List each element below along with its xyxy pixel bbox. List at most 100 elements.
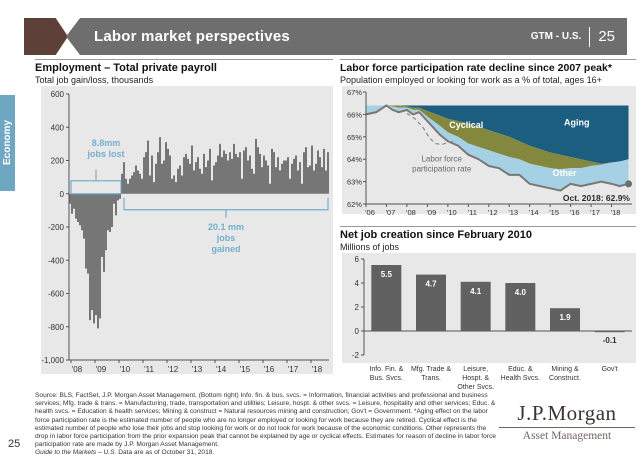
sidebar-tab-label: Economy xyxy=(2,120,13,166)
svg-text:'14: '14 xyxy=(529,208,539,217)
svg-text:'17: '17 xyxy=(288,365,299,374)
panel-netjobs: Net job creation since February 2010 Mil… xyxy=(340,226,636,407)
header-bar: Labor market perspectives GTM - U.S. 25 xyxy=(66,18,627,55)
svg-text:400: 400 xyxy=(51,123,65,132)
svg-text:'13: '13 xyxy=(192,365,203,374)
svg-text:'16: '16 xyxy=(264,365,275,374)
chart-title-netjobs: Net job creation since February 2010 xyxy=(340,229,532,241)
svg-text:-2: -2 xyxy=(352,351,360,360)
sidebar-tab-economy[interactable]: Economy xyxy=(0,95,15,191)
svg-text:'15: '15 xyxy=(240,365,251,374)
svg-text:Cyclical: Cyclical xyxy=(449,120,483,130)
svg-text:-1,000: -1,000 xyxy=(41,356,64,365)
page-title: Labor market perspectives xyxy=(94,28,290,45)
jpmorgan-wordmark: J.P.Morgan xyxy=(517,401,617,425)
svg-text:'08: '08 xyxy=(406,208,416,217)
svg-text:participation rate: participation rate xyxy=(412,165,472,174)
svg-text:gained: gained xyxy=(211,244,240,254)
svg-text:Leisure,: Leisure, xyxy=(463,366,488,373)
svg-text:4: 4 xyxy=(355,279,360,288)
panel-employment: Employment – Total private payroll Total… xyxy=(35,59,333,388)
svg-text:200: 200 xyxy=(51,157,65,166)
chart-title-employment: Employment – Total private payroll xyxy=(35,62,217,74)
svg-text:4.7: 4.7 xyxy=(425,280,437,289)
panel-divider xyxy=(35,59,333,60)
svg-text:6: 6 xyxy=(355,255,360,264)
svg-text:-400: -400 xyxy=(48,256,65,265)
panel-participation: Labor force participation rate decline s… xyxy=(340,59,636,222)
svg-text:'07: '07 xyxy=(386,208,396,217)
svg-text:5.5: 5.5 xyxy=(381,270,393,279)
svg-text:'10: '10 xyxy=(447,208,457,217)
payroll-bar-chart: 600 400 200 0 -200 -400 -600 -800 -1,000 '08 '09 '1… xyxy=(41,86,333,374)
svg-text:'11: '11 xyxy=(468,208,477,217)
svg-text:'15: '15 xyxy=(549,208,559,217)
svg-text:Construct.: Construct. xyxy=(549,375,581,382)
svg-text:'09: '09 xyxy=(96,365,107,374)
svg-text:600: 600 xyxy=(51,90,65,99)
svg-text:66%: 66% xyxy=(347,110,362,119)
svg-text:1.9: 1.9 xyxy=(559,313,571,322)
svg-text:Other Svcs.: Other Svcs. xyxy=(457,384,494,391)
svg-text:Bus. Svcs.: Bus. Svcs. xyxy=(370,375,403,382)
panel-divider xyxy=(340,226,636,227)
svg-text:4.1: 4.1 xyxy=(470,287,482,296)
svg-text:Mfg. Trade &: Mfg. Trade & xyxy=(411,366,451,373)
svg-text:'13: '13 xyxy=(508,208,518,217)
as-of-date: Data are as of October 31, 2018. xyxy=(116,449,215,457)
svg-text:20.1 mm: 20.1 mm xyxy=(208,222,244,232)
participation-area-chart: 67% 66% 65% 64% 63% 62%'06 '07 '08 '09 '10 '11 '12 '… xyxy=(342,86,636,217)
svg-text:Labor force: Labor force xyxy=(421,154,462,163)
chart-subtitle-netjobs: Millions of jobs xyxy=(340,242,400,252)
svg-text:67%: 67% xyxy=(347,88,362,97)
svg-text:63%: 63% xyxy=(347,178,362,187)
svg-text:0: 0 xyxy=(355,327,360,336)
svg-text:-200: -200 xyxy=(48,223,65,232)
netjobs-bar-chart: 6 4 2 0 -2 5.5 Info. Fin. & Bus. Svcs. 4.7 Mfg. T… xyxy=(342,253,636,391)
asset-management-label: Asset Management xyxy=(522,430,612,442)
logo-rule xyxy=(499,427,635,428)
svg-text:8.8mm: 8.8mm xyxy=(92,138,121,148)
jpmorgan-logo: J.P.Morgan Asset Management xyxy=(497,401,637,442)
svg-text:-0.1: -0.1 xyxy=(603,336,617,345)
svg-text:Health Svcs.: Health Svcs. xyxy=(501,375,540,382)
header-divider xyxy=(589,26,591,47)
svg-text:'11: '11 xyxy=(144,365,154,374)
svg-text:'17: '17 xyxy=(590,208,600,217)
svg-text:'12: '12 xyxy=(488,208,498,217)
svg-text:'06: '06 xyxy=(365,208,375,217)
svg-text:jobs: jobs xyxy=(216,233,236,243)
svg-text:4.0: 4.0 xyxy=(515,288,527,297)
page-number: 25 xyxy=(8,438,21,450)
svg-text:62%: 62% xyxy=(347,200,362,209)
svg-text:64%: 64% xyxy=(347,155,362,164)
brand-arrow-icon xyxy=(24,18,68,55)
svg-text:'08: '08 xyxy=(72,365,83,374)
svg-text:-800: -800 xyxy=(48,323,65,332)
chart-subtitle-participation: Population employed or looking for work … xyxy=(340,75,602,85)
svg-text:'09: '09 xyxy=(426,208,436,217)
svg-text:0: 0 xyxy=(60,190,65,199)
svg-text:Gov't: Gov't xyxy=(602,366,618,373)
source-text: Source: BLS, FactSet, J.P. Morgan Asset … xyxy=(35,392,496,449)
svg-text:Other: Other xyxy=(552,168,577,178)
svg-text:Hospt. &: Hospt. & xyxy=(462,375,489,382)
svg-text:2: 2 xyxy=(355,303,360,312)
svg-text:Aging: Aging xyxy=(564,118,590,128)
svg-text:jobs lost: jobs lost xyxy=(86,149,124,159)
source-notes: Source: BLS, FactSet, J.P. Morgan Asset … xyxy=(35,392,497,458)
svg-text:'18: '18 xyxy=(312,365,323,374)
chart-subtitle-employment: Total job gain/loss, thousands xyxy=(35,75,154,85)
svg-text:'10: '10 xyxy=(120,365,131,374)
svg-text:-600: -600 xyxy=(48,290,65,299)
svg-text:65%: 65% xyxy=(347,133,362,142)
as-of-line: Guide to the Markets – U.S. Data are as … xyxy=(35,449,214,456)
svg-text:'16: '16 xyxy=(570,208,580,217)
svg-text:'18: '18 xyxy=(611,208,621,217)
gtm-book-title: Guide to the Markets – U.S. xyxy=(35,449,117,457)
header-right: GTM - U.S. 25 xyxy=(531,18,615,55)
svg-text:'12: '12 xyxy=(168,365,179,374)
chart-title-participation: Labor force participation rate decline s… xyxy=(340,62,612,74)
gtm-label: GTM - U.S. xyxy=(530,31,582,42)
svg-text:'14: '14 xyxy=(216,365,227,374)
